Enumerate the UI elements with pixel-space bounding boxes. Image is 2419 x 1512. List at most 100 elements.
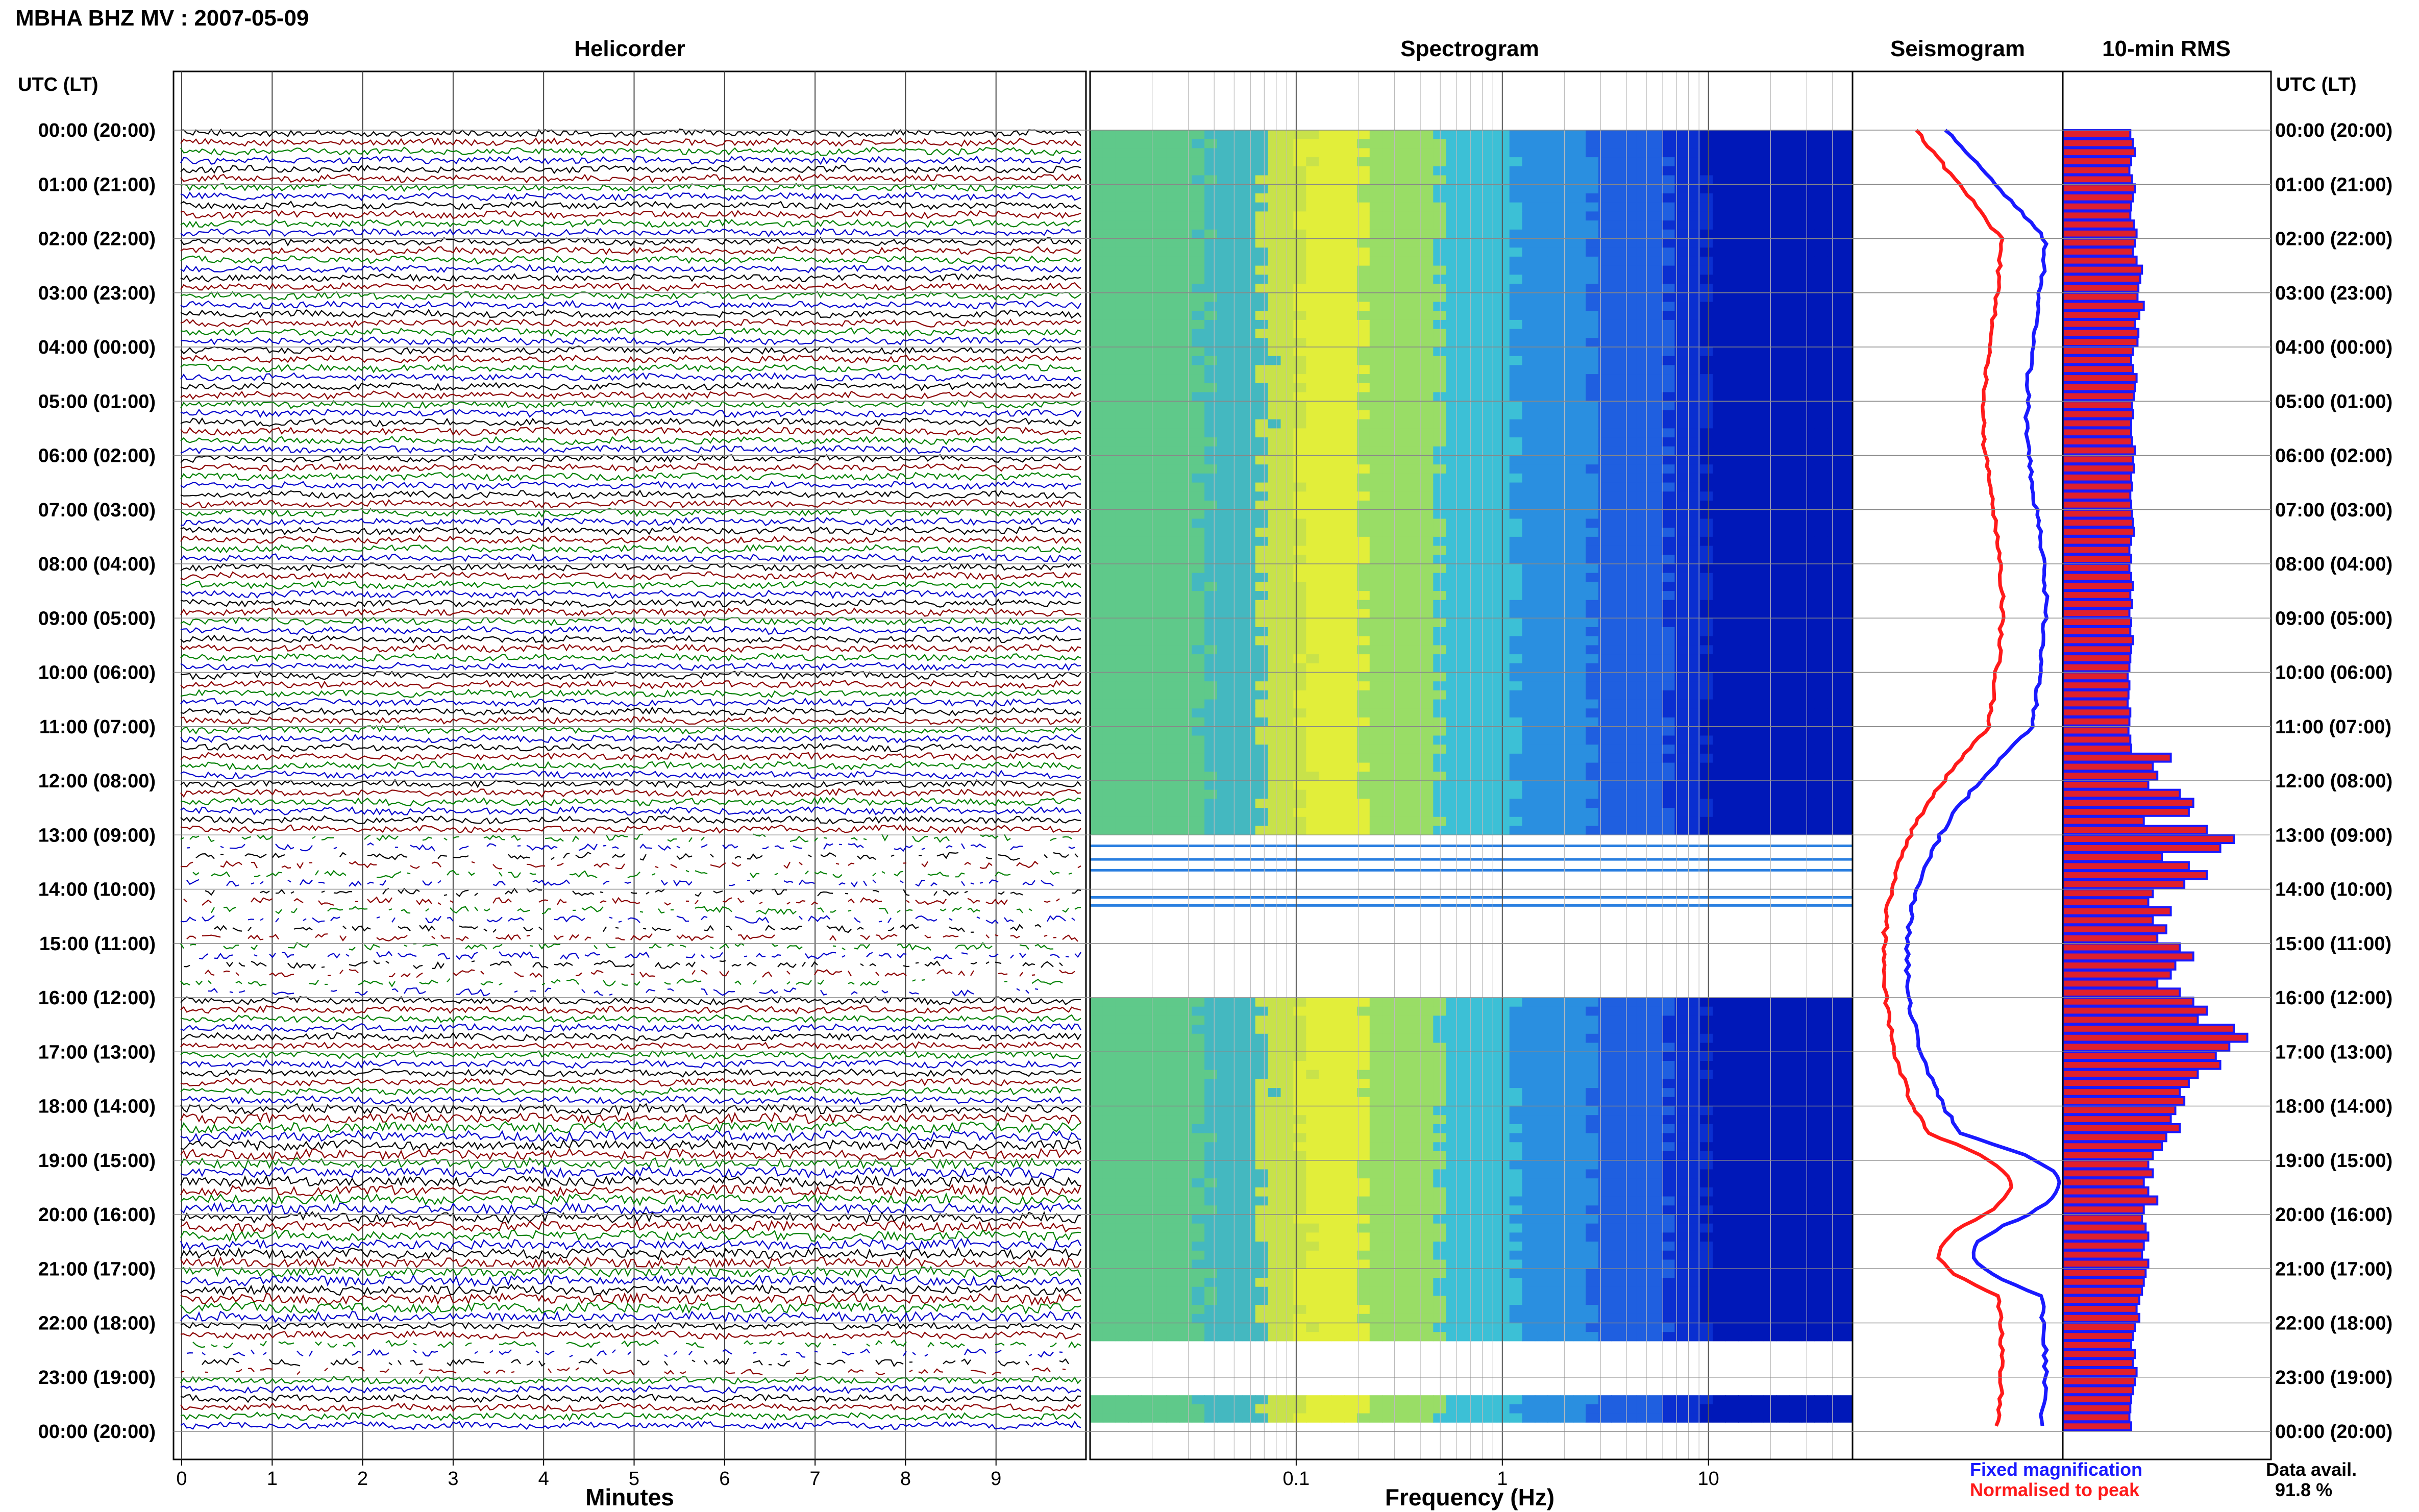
spectrogram-cell: [1636, 564, 1650, 574]
spectrogram-cell: [1166, 690, 1180, 700]
spectrogram-cell: [1141, 211, 1154, 221]
spectrogram-cell: [1789, 555, 1803, 564]
spectrogram-cell: [1509, 139, 1523, 148]
spectrogram-cell: [1179, 247, 1193, 257]
spectrogram-cell: [1141, 564, 1154, 574]
spectrogram-cell: [1293, 509, 1307, 519]
spectrogram-cell: [1598, 762, 1612, 772]
spectrogram-cell: [1217, 536, 1230, 547]
spectrogram-cell: [1840, 717, 1853, 727]
spectrogram-cell: [1725, 762, 1739, 772]
spectrogram-cell: [1662, 130, 1675, 140]
spectrogram-cell: [1623, 193, 1637, 203]
spectrogram-cell: [1713, 184, 1726, 194]
spectrogram-cell: [1153, 491, 1167, 501]
spectrogram-cell: [1509, 663, 1523, 673]
spectrogram-cell: [1560, 238, 1574, 248]
spectrogram-cell: [1382, 275, 1396, 284]
spectrogram-cell: [1750, 491, 1764, 501]
spectrogram-cell: [1433, 1006, 1447, 1016]
spectrogram-cell: [1522, 329, 1536, 338]
spectrogram-cell: [1229, 816, 1243, 826]
spectrogram-cell: [1420, 681, 1434, 691]
spectrogram-cell: [1446, 726, 1460, 736]
spectrogram-cell: [1586, 636, 1599, 646]
spectrogram-cell: [1382, 745, 1396, 754]
spectrogram-cell: [1204, 356, 1218, 365]
spectrogram-cell: [1776, 365, 1790, 375]
spectrogram-cell: [1636, 428, 1650, 438]
helicorder-trace: [180, 400, 1081, 409]
spectrogram-cell: [1674, 781, 1688, 790]
spectrogram-cell: [1725, 256, 1739, 266]
spectrogram-cell: [1598, 374, 1612, 384]
spectrogram-cell: [1522, 781, 1536, 790]
spectrogram-cell: [1827, 600, 1841, 609]
spectrogram-cell: [1573, 627, 1587, 637]
spectrogram-cell: [1217, 799, 1230, 808]
spectrogram-cell: [1573, 302, 1587, 311]
spectrogram-cell: [1535, 555, 1548, 564]
spectrogram-cell: [1598, 781, 1612, 790]
spectrogram-cell: [1356, 356, 1370, 365]
spectrogram-cell: [1611, 654, 1624, 664]
spectrogram-cell: [1356, 193, 1370, 203]
spectrogram-cell: [1522, 157, 1536, 167]
spectrogram-cell: [1141, 491, 1154, 501]
spectrogram-cell: [1623, 319, 1637, 330]
spectrogram-cell: [1090, 762, 1103, 772]
spectrogram-cell: [1204, 428, 1218, 438]
spectrogram-cell: [1649, 491, 1663, 501]
spectrogram-cell: [1179, 139, 1193, 148]
spectrogram-cell: [1662, 184, 1675, 194]
helicorder-trace: [180, 1420, 1081, 1430]
spectrogram-cell: [1395, 726, 1409, 736]
spectrogram-cell: [1459, 672, 1472, 682]
spectrogram-cell: [1725, 998, 1739, 1007]
spectrogram-cell: [1280, 220, 1294, 230]
spectrogram-cell: [1522, 745, 1536, 754]
spectrogram-cell: [1509, 690, 1523, 700]
spectrogram-cell: [1763, 247, 1777, 257]
spectrogram-cell: [1293, 347, 1307, 357]
spectrogram-cell: [1547, 292, 1561, 302]
spectrogram-cell: [1623, 681, 1637, 691]
spectrogram-cell: [1102, 699, 1116, 709]
spectrogram-cell: [1471, 555, 1485, 564]
spectrogram-cell: [1776, 175, 1790, 185]
spectrogram-cell: [1700, 509, 1714, 519]
spectrogram-cell: [1115, 256, 1129, 266]
spectrogram-cell: [1344, 229, 1357, 239]
spectrogram-cell: [1141, 392, 1154, 402]
helicorder-trace: [180, 770, 1081, 780]
spectrogram-cell: [1166, 455, 1180, 465]
spectrogram-cell: [1547, 193, 1561, 203]
spectrogram-cell: [1242, 808, 1256, 817]
spectrogram-cell: [1623, 211, 1637, 221]
spectrogram-cell: [1408, 627, 1421, 637]
spectrogram-cell: [1090, 392, 1103, 402]
spectrogram-cell: [1090, 699, 1103, 709]
spectrogram-cell: [1484, 247, 1497, 257]
spectrogram-cell: [1801, 546, 1815, 555]
spectrogram-cell: [1814, 717, 1828, 727]
spectrogram-cell: [1509, 365, 1523, 375]
spectrogram-cell: [1586, 789, 1599, 799]
spectrogram-cell: [1217, 781, 1230, 790]
spectrogram-cell: [1560, 564, 1574, 574]
spectrogram-cell: [1268, 645, 1281, 655]
spectrogram-cell: [1560, 356, 1574, 365]
spectrogram-cell: [1535, 319, 1548, 330]
spectrogram-cell: [1293, 789, 1307, 799]
spectrogram-cell: [1611, 374, 1624, 384]
spectrogram-cell: [1484, 573, 1497, 582]
spectrogram-cell: [1192, 401, 1205, 411]
spectrogram-cell: [1776, 329, 1790, 338]
spectrogram-cell: [1662, 302, 1675, 311]
spectrogram-cell: [1090, 319, 1103, 330]
spectrogram-cell: [1496, 772, 1510, 781]
spectrogram-cell: [1636, 184, 1650, 194]
spectrogram-cell: [1229, 265, 1243, 275]
spectrogram-cell: [1293, 799, 1307, 808]
spectrogram-cell: [1598, 636, 1612, 646]
